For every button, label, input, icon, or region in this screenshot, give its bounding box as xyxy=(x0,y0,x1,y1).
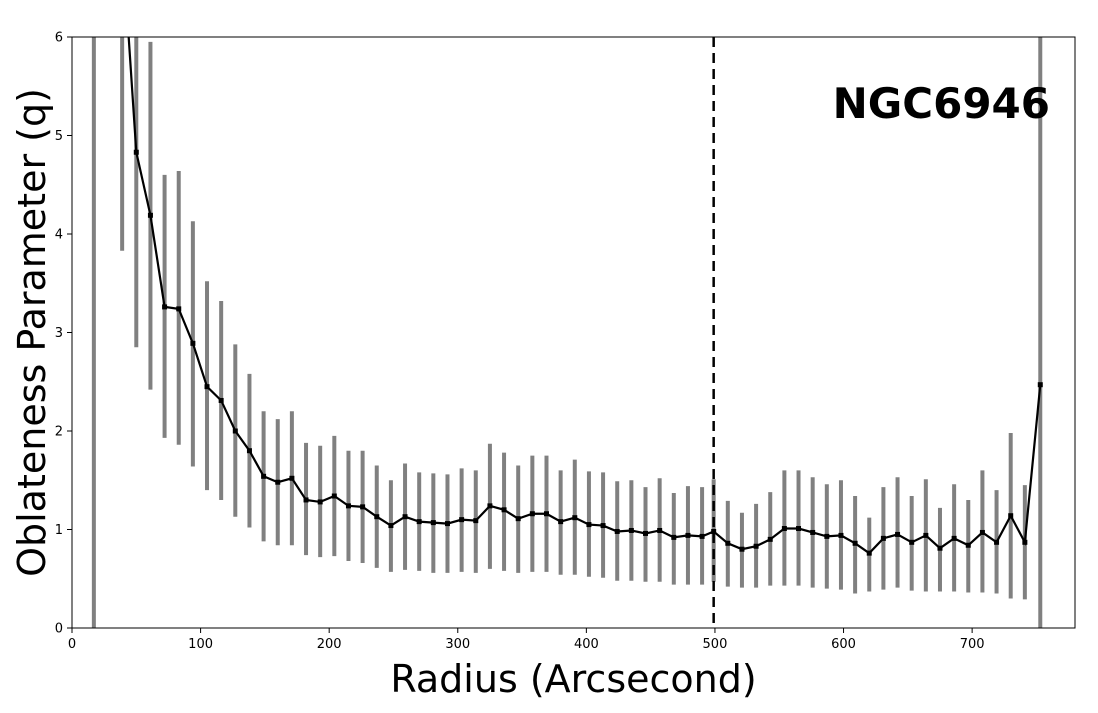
data-point xyxy=(360,504,366,510)
data-point xyxy=(951,535,957,541)
data-point xyxy=(923,532,929,538)
data-point xyxy=(190,340,196,346)
data-point xyxy=(402,514,408,520)
data-point xyxy=(979,529,985,535)
data-point xyxy=(232,428,238,434)
data-point xyxy=(852,540,858,546)
data-point xyxy=(133,149,139,155)
data-point xyxy=(824,533,830,539)
data-point xyxy=(416,519,422,525)
data-point xyxy=(275,479,281,485)
data-point xyxy=(643,530,649,536)
x-tick-label: 500 xyxy=(703,637,728,652)
y-axis-title: Oblateness Parameter (q) xyxy=(10,88,54,577)
data-point xyxy=(895,531,901,537)
data-point xyxy=(586,522,592,528)
data-point xyxy=(473,518,479,524)
data-point xyxy=(810,529,816,535)
data-point xyxy=(614,528,620,534)
y-tick-label: 2 xyxy=(55,425,63,440)
x-tick-label: 0 xyxy=(68,637,76,652)
data-point xyxy=(444,521,450,527)
x-axis-ticks: 0 100 200 300 400 500 600 700 xyxy=(68,628,985,652)
data-point xyxy=(838,532,844,538)
data-point xyxy=(501,507,507,513)
data-point xyxy=(430,520,436,526)
data-point xyxy=(1022,539,1028,545)
x-tick-label: 200 xyxy=(317,637,342,652)
data-point xyxy=(767,536,773,542)
y-tick-label: 3 xyxy=(55,326,63,341)
data-point xyxy=(909,539,915,545)
data-point xyxy=(711,528,717,534)
data-point xyxy=(515,516,521,522)
data-point xyxy=(388,523,394,529)
data-point xyxy=(558,519,564,525)
data-point xyxy=(796,526,802,532)
data-point xyxy=(600,523,606,529)
data-point xyxy=(725,540,731,546)
galaxy-annotation: NGC6946 xyxy=(833,79,1050,128)
data-point xyxy=(176,306,182,312)
data-point xyxy=(345,503,351,509)
y-tick-label: 6 xyxy=(55,31,63,46)
data-point xyxy=(699,533,705,539)
y-axis-ticks: 0 1 2 3 4 5 6 xyxy=(55,31,72,637)
x-tick-label: 700 xyxy=(960,637,985,652)
y-tick-label: 0 xyxy=(55,622,63,637)
data-point xyxy=(459,517,465,523)
data-point xyxy=(739,546,745,552)
data-point xyxy=(965,542,971,548)
x-tick-label: 300 xyxy=(445,637,470,652)
data-point xyxy=(487,503,493,509)
data-point xyxy=(937,545,943,551)
data-point xyxy=(572,515,578,521)
data-point xyxy=(657,527,663,533)
data-point xyxy=(994,539,1000,545)
data-point xyxy=(162,304,168,310)
data-point xyxy=(204,384,210,390)
y-tick-label: 5 xyxy=(55,129,63,144)
data-point xyxy=(289,475,295,481)
data-point xyxy=(671,534,677,540)
data-point xyxy=(880,535,886,541)
data-point xyxy=(628,527,634,533)
data-point xyxy=(261,473,267,479)
data-point xyxy=(331,493,337,499)
y-tick-label: 1 xyxy=(55,523,63,538)
data-point xyxy=(529,511,535,517)
data-point xyxy=(246,448,252,454)
data-point xyxy=(1037,382,1043,388)
data-point xyxy=(1008,513,1014,519)
data-point xyxy=(753,543,759,549)
x-tick-label: 600 xyxy=(831,637,856,652)
data-point xyxy=(317,499,323,505)
data-point xyxy=(303,497,309,503)
data-point xyxy=(685,532,691,538)
data-point xyxy=(374,514,380,520)
y-tick-label: 4 xyxy=(55,228,63,243)
data-point xyxy=(218,397,224,403)
x-tick-label: 400 xyxy=(574,637,599,652)
data-point xyxy=(866,550,872,556)
series-group xyxy=(127,37,1043,556)
data-point xyxy=(543,511,549,517)
data-point xyxy=(147,212,153,218)
x-axis-title: Radius (Arcsecond) xyxy=(390,657,756,701)
x-tick-label: 100 xyxy=(188,637,213,652)
data-point xyxy=(781,526,787,532)
